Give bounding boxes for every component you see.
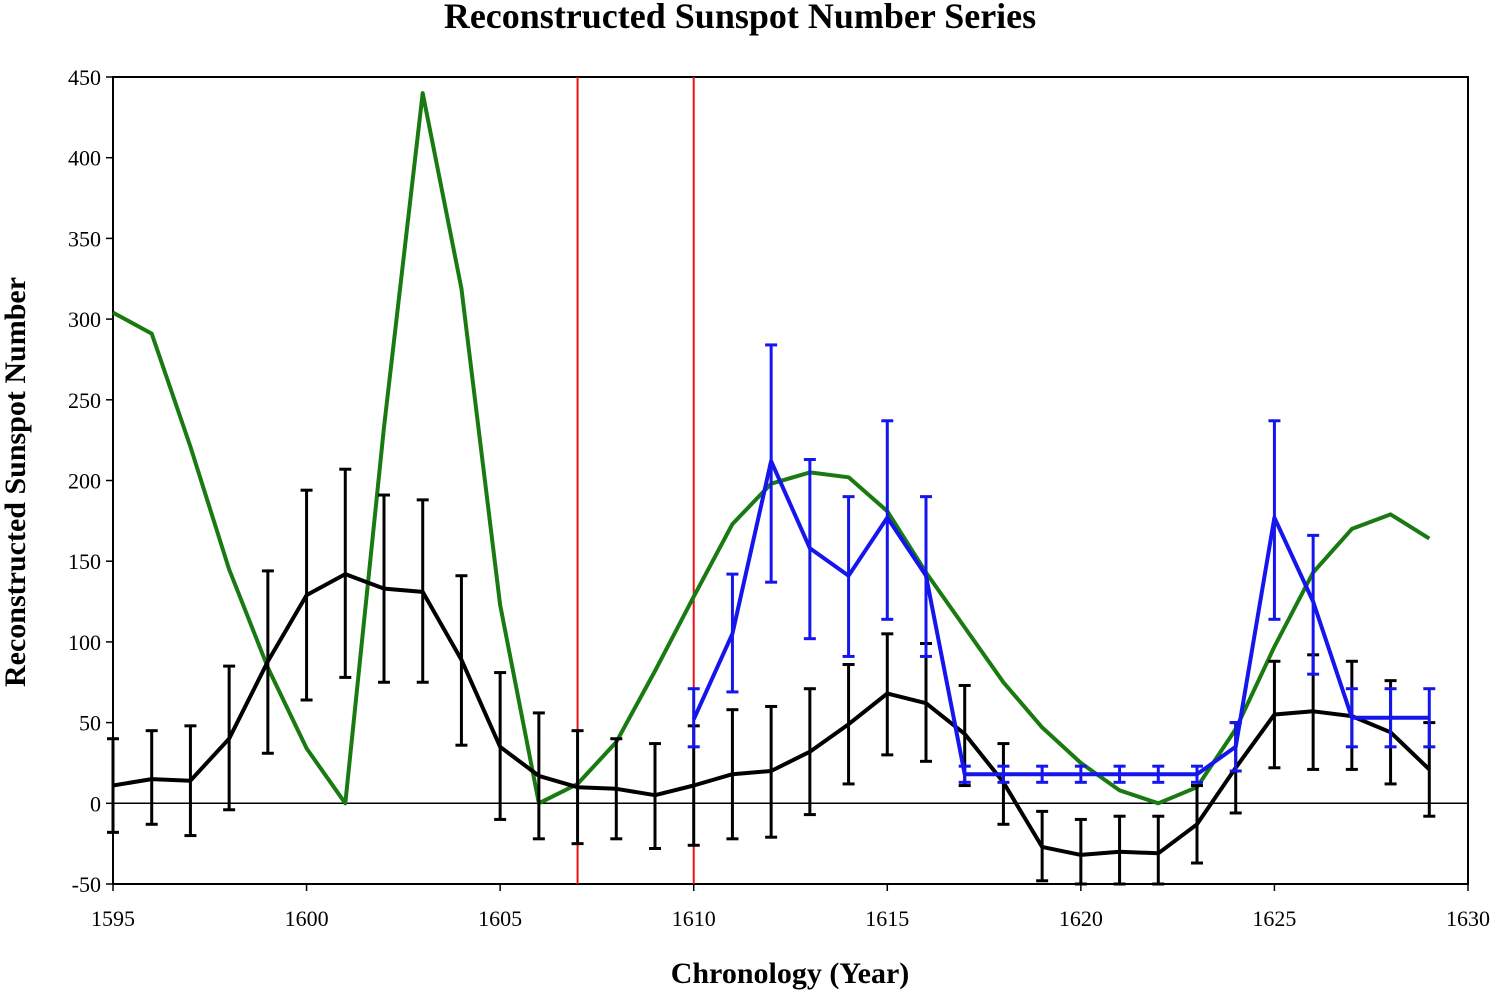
x-tick-label: 1630: [1446, 906, 1490, 931]
x-tick-label: 1610: [672, 906, 716, 931]
x-tick-label: 1605: [478, 906, 522, 931]
y-tick-label: 200: [68, 469, 101, 494]
y-tick-label: 150: [68, 549, 101, 574]
series-blue-line: [691, 459, 1430, 777]
x-tick-label: 1615: [865, 906, 909, 931]
y-tick-label: -50: [72, 872, 101, 897]
y-tick-label: 250: [68, 388, 101, 413]
chart-title: Reconstructed Sunspot Number Series: [444, 0, 1036, 36]
y-tick-label: 0: [90, 791, 101, 816]
y-tick-label: 100: [68, 630, 101, 655]
x-axis-label: Chronology (Year): [671, 957, 910, 990]
y-axis-label: Reconstructed Sunspot Number: [0, 277, 32, 687]
y-tick-label: 50: [79, 711, 101, 736]
x-tick-label: 1620: [1059, 906, 1103, 931]
y-tick-label: 300: [68, 307, 101, 332]
y-tick-label: 450: [68, 65, 101, 90]
series-black-line: [112, 572, 1431, 857]
x-tick-label: 1595: [91, 906, 135, 931]
x-tick-label: 1600: [285, 906, 329, 931]
y-tick-label: 400: [68, 146, 101, 171]
y-tick-label: 350: [68, 226, 101, 251]
x-tick-label: 1625: [1252, 906, 1296, 931]
